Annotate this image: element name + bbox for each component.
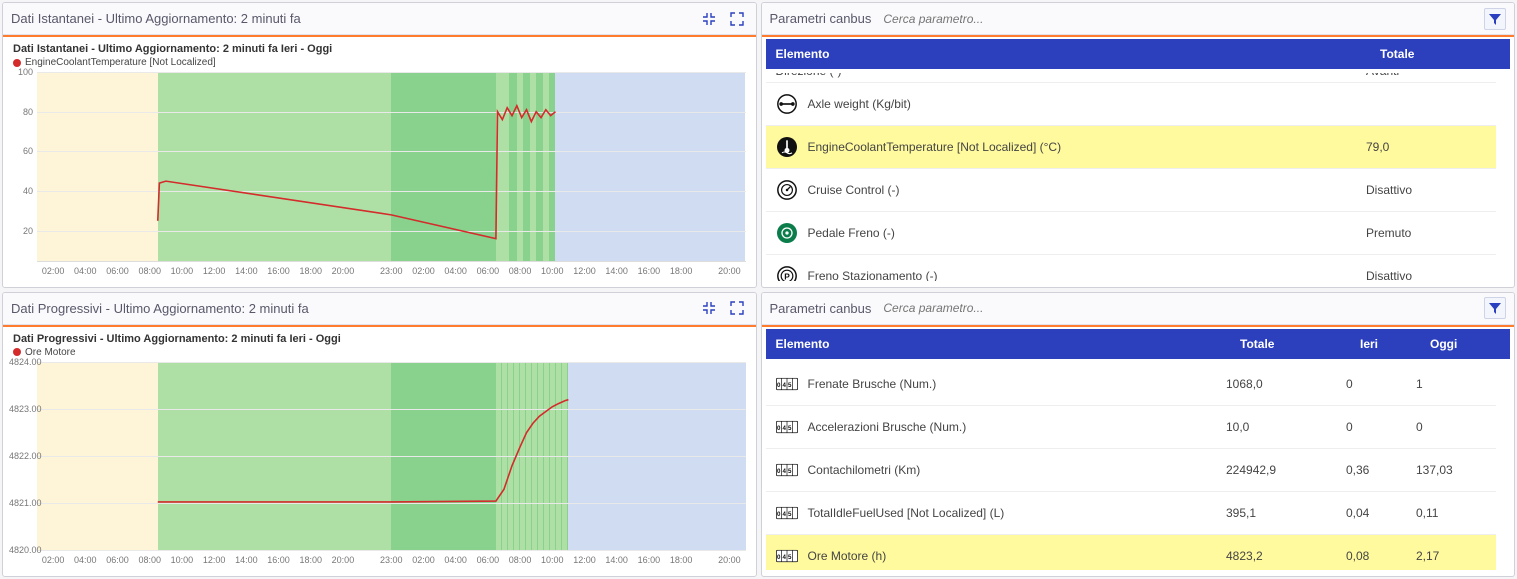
row-label: Axle weight (Kg/bit): [808, 97, 1367, 111]
panel-header: Parametri canbus: [762, 293, 1515, 325]
row-label: EngineCoolantTemperature [Not Localized]…: [808, 140, 1367, 154]
row-label: Frenate Brusche (Num.): [808, 377, 1227, 391]
counter-icon: [776, 459, 798, 481]
panel-parametri-canbus-progressivi: Parametri canbus Elemento Totale Ieri Og…: [761, 292, 1516, 578]
filter-icon[interactable]: [1484, 297, 1506, 319]
row-value: Disattivo: [1366, 183, 1486, 197]
col-header-totale[interactable]: Totale: [1240, 337, 1360, 351]
fullscreen-icon[interactable]: [726, 297, 748, 319]
counter-icon: [776, 373, 798, 395]
chart-x-axis: 02:0004:0006:0008:0010:0012:0014:0016:00…: [37, 555, 746, 569]
panel-dati-istantanei: Dati Istantanei - Ultimo Aggiornamento: …: [2, 2, 757, 288]
fullscreen-icon[interactable]: [726, 8, 748, 30]
row-oggi: 137,03: [1416, 463, 1486, 477]
row-total: 224942,9: [1226, 463, 1346, 477]
counter-icon: [776, 545, 798, 567]
table-row[interactable]: Freno Stazionamento (-)Disattivo: [766, 255, 1497, 281]
row-label: TotalIdleFuelUsed [Not Localized] (L): [808, 506, 1227, 520]
panel-parametri-canbus-istantanei: Parametri canbus Elemento Totale Direzio…: [761, 2, 1516, 288]
row-oggi: 1: [1416, 377, 1486, 391]
table-row[interactable]: Cruise Control (-)Disattivo: [766, 169, 1497, 212]
panel-header: Dati Istantanei - Ultimo Aggiornamento: …: [3, 3, 756, 35]
counter-icon: [776, 502, 798, 524]
chart-area[interactable]: 20406080100: [37, 72, 746, 262]
panel-dati-progressivi: Dati Progressivi - Ultimo Aggiornamento:…: [2, 292, 757, 578]
temp-icon: [776, 136, 798, 158]
panel-title: Parametri canbus: [770, 301, 872, 316]
row-ieri: 0,08: [1346, 549, 1416, 563]
row-total: 10,0: [1226, 420, 1346, 434]
row-total: 395,1: [1226, 506, 1346, 520]
row-label: Pedale Freno (-): [808, 226, 1367, 240]
row-value: 79,0: [1366, 140, 1486, 154]
chart-x-axis: 02:0004:0006:0008:0010:0012:0014:0016:00…: [37, 266, 746, 280]
table-row[interactable]: EngineCoolantTemperature [Not Localized]…: [766, 126, 1497, 169]
panel-header: Parametri canbus: [762, 3, 1515, 35]
table-rows-container[interactable]: Direzione (-) Avanti Axle weight (Kg/bit)…: [766, 73, 1501, 281]
table-row-partial[interactable]: Direzione (-) Avanti: [766, 73, 1497, 83]
row-label: Freno Stazionamento (-): [808, 269, 1367, 281]
row-total: 1068,0: [1226, 377, 1346, 391]
brake-icon: [776, 222, 798, 244]
counter-icon: [776, 416, 798, 438]
chart-legend: Ore Motore: [3, 347, 756, 362]
legend-label: EngineCoolantTemperature [Not Localized]: [25, 57, 216, 68]
row-label: Cruise Control (-): [808, 183, 1367, 197]
table-header: Elemento Totale: [766, 39, 1511, 69]
row-value: Premuto: [1366, 226, 1486, 240]
row-label: Accelerazioni Brusche (Num.): [808, 420, 1227, 434]
col-header-oggi[interactable]: Oggi: [1430, 337, 1500, 351]
table-row[interactable]: Contachilometri (Km)224942,90,36137,03: [766, 449, 1497, 492]
row-label: Direzione (-): [776, 73, 1367, 78]
search-input[interactable]: [883, 12, 1478, 26]
row-ieri: 0: [1346, 377, 1416, 391]
search-input[interactable]: [883, 301, 1478, 315]
legend-dot-icon: [13, 59, 21, 67]
table-row[interactable]: Frenate Brusche (Num.)1068,001: [766, 363, 1497, 406]
row-ieri: 0,04: [1346, 506, 1416, 520]
row-ieri: 0: [1346, 420, 1416, 434]
legend-dot-icon: [13, 348, 21, 356]
collapse-icon[interactable]: [698, 8, 720, 30]
cruise-icon: [776, 179, 798, 201]
row-label: Contachilometri (Km): [808, 463, 1227, 477]
panel-title: Dati Istantanei - Ultimo Aggiornamento: …: [11, 11, 301, 26]
chart-area[interactable]: 4820.004821.004822.004823.004824.00: [37, 362, 746, 552]
panel-header: Dati Progressivi - Ultimo Aggiornamento:…: [3, 293, 756, 325]
table-row[interactable]: TotalIdleFuelUsed [Not Localized] (L)395…: [766, 492, 1497, 535]
table-row[interactable]: Axle weight (Kg/bit): [766, 83, 1497, 126]
table-row[interactable]: Pedale Freno (-)Premuto: [766, 212, 1497, 255]
row-ieri: 0,36: [1346, 463, 1416, 477]
collapse-icon[interactable]: [698, 297, 720, 319]
chart-legend: EngineCoolantTemperature [Not Localized]: [3, 57, 756, 72]
filter-icon[interactable]: [1484, 8, 1506, 30]
row-label: Ore Motore (h): [808, 549, 1227, 563]
row-oggi: 0: [1416, 420, 1486, 434]
row-value: Avanti: [1366, 73, 1486, 78]
axle-icon: [776, 93, 798, 115]
table-rows-container[interactable]: Frenate Brusche (Num.)1068,001Accelerazi…: [766, 363, 1501, 571]
row-oggi: 0,11: [1416, 506, 1486, 520]
table-row[interactable]: Accelerazioni Brusche (Num.)10,000: [766, 406, 1497, 449]
chart-title: Dati Istantanei - Ultimo Aggiornamento: …: [3, 35, 756, 57]
col-header-totale[interactable]: Totale: [1380, 47, 1500, 61]
row-total: 4823,2: [1226, 549, 1346, 563]
row-value: Disattivo: [1366, 269, 1486, 281]
col-header-elemento[interactable]: Elemento: [776, 337, 1241, 351]
row-oggi: 2,17: [1416, 549, 1486, 563]
panel-title: Parametri canbus: [770, 11, 872, 26]
col-header-elemento[interactable]: Elemento: [776, 47, 1381, 61]
panel-title: Dati Progressivi - Ultimo Aggiornamento:…: [11, 301, 309, 316]
table-header: Elemento Totale Ieri Oggi: [766, 329, 1511, 359]
chart-title: Dati Progressivi - Ultimo Aggiornamento:…: [3, 325, 756, 347]
parking-icon: [776, 265, 798, 281]
col-header-ieri[interactable]: Ieri: [1360, 337, 1430, 351]
table-row[interactable]: Ore Motore (h)4823,20,082,17: [766, 535, 1497, 571]
